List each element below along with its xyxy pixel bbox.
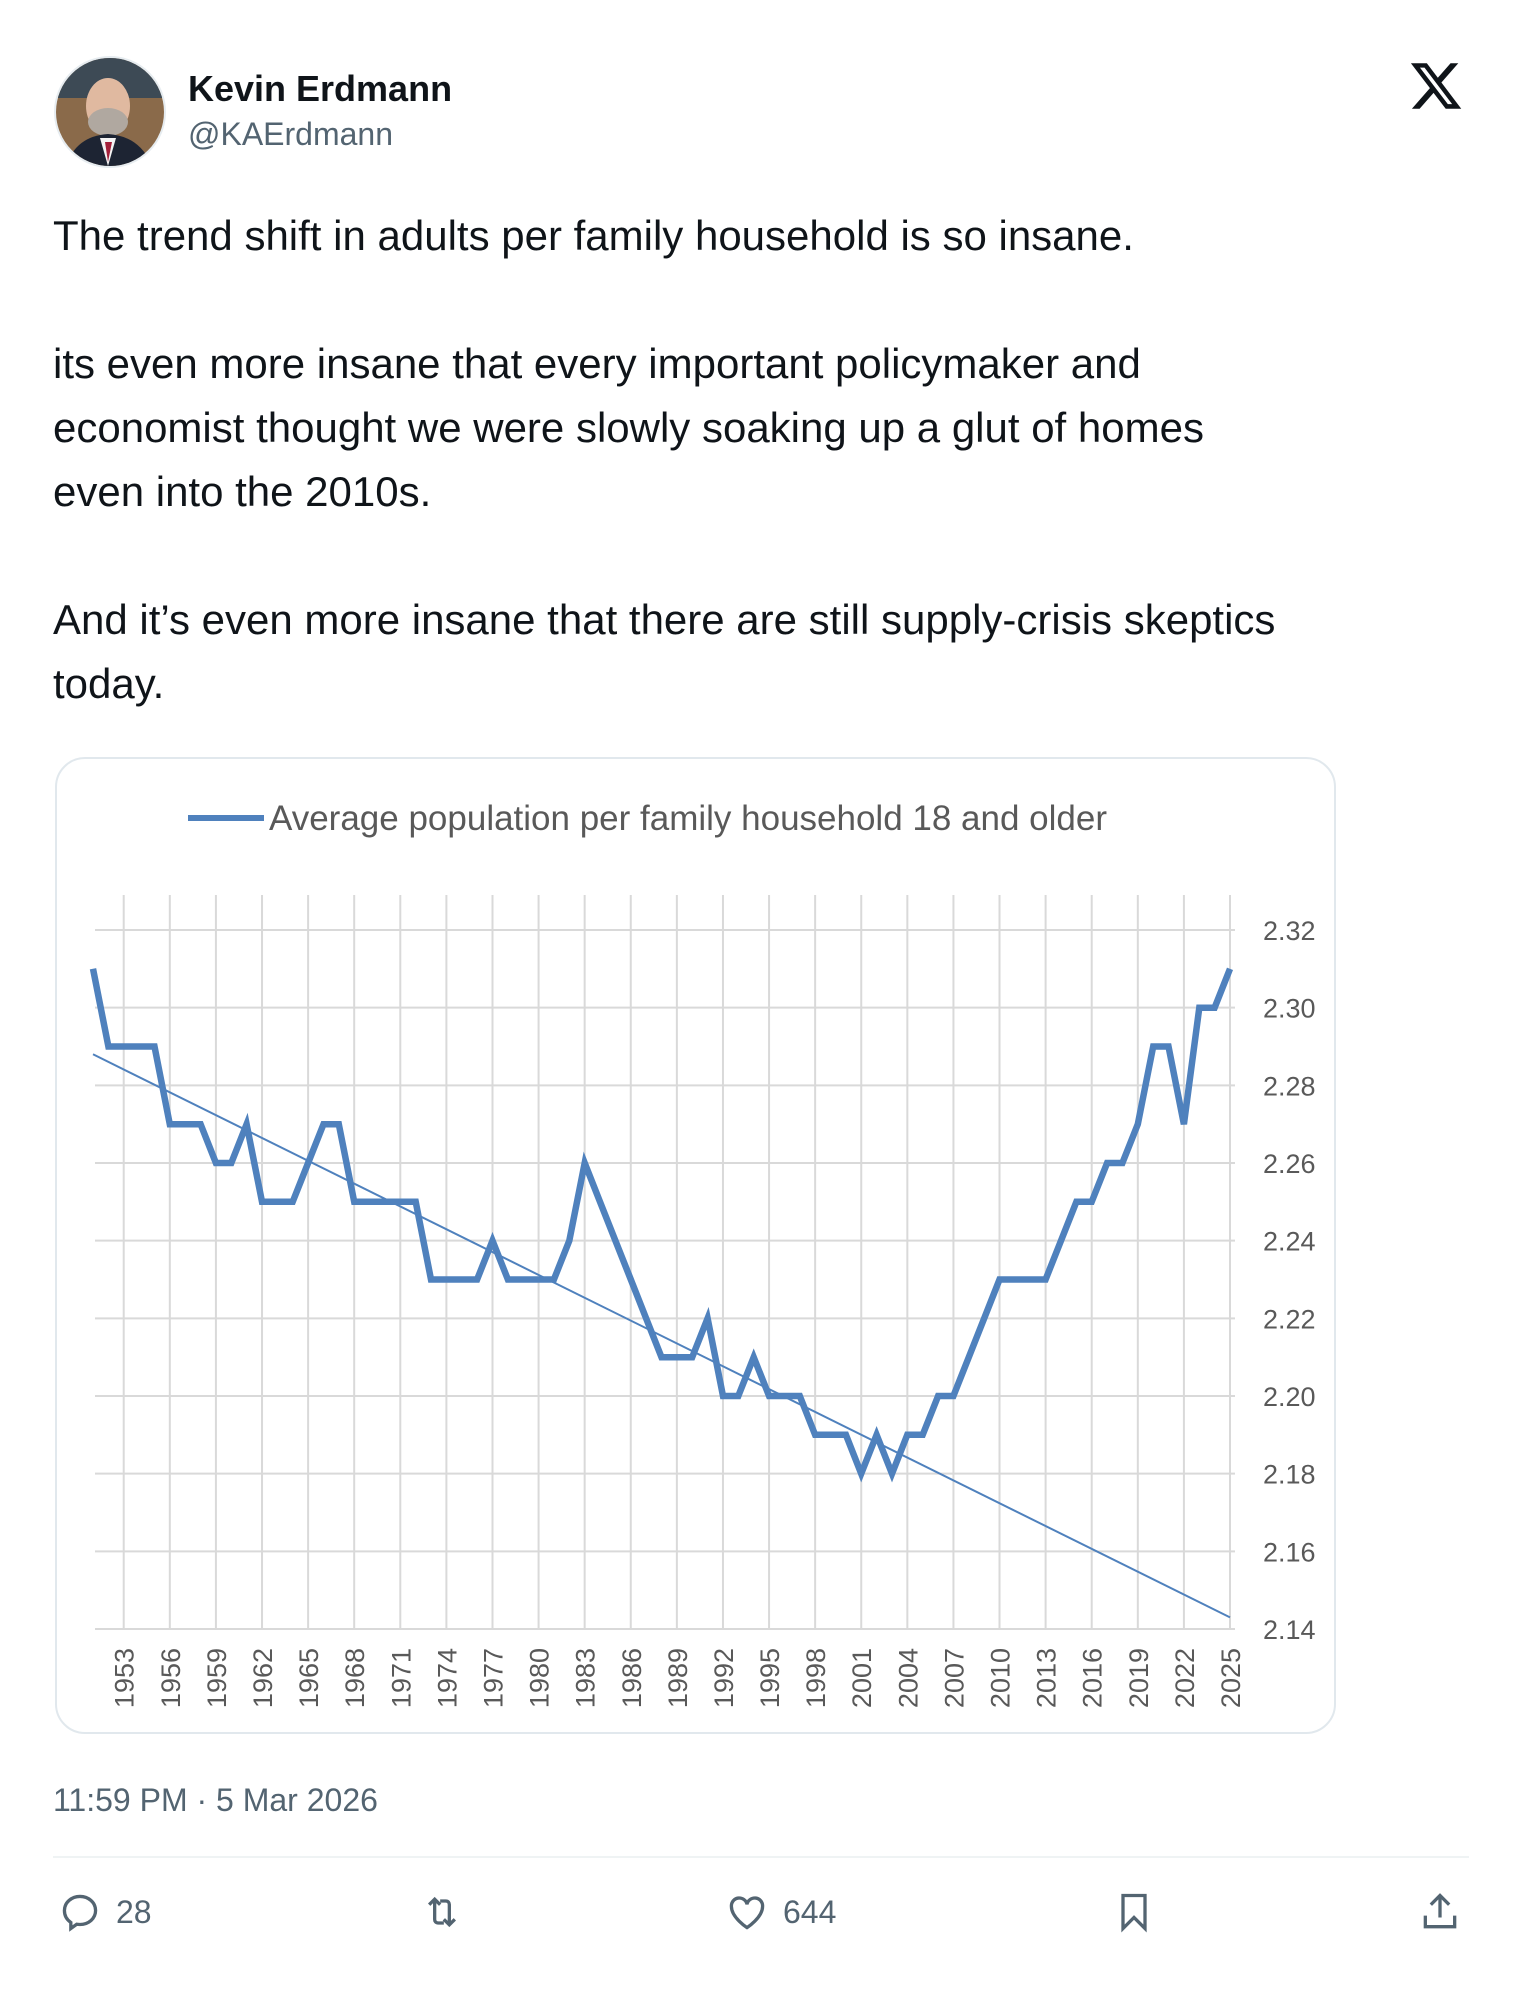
tweet-paragraph: And it’s even more insane that there are…: [53, 588, 1275, 716]
tweet-timestamp[interactable]: 11:59 PM · 5 Mar 2026: [53, 1782, 378, 1818]
x-tick-label: 1974: [432, 1648, 462, 1708]
y-tick-label: 2.26: [1263, 1149, 1316, 1179]
chart-image[interactable]: Average population per family household …: [55, 757, 1336, 1734]
x-tick-label: 1971: [386, 1648, 416, 1708]
x-tick-label: 1983: [571, 1648, 601, 1708]
x-tick-label: 2019: [1124, 1648, 1154, 1708]
y-tick-label: 2.30: [1263, 994, 1316, 1024]
tweet-text: The trend shift in adults per family hou…: [53, 204, 1275, 780]
x-tick-label: 2022: [1170, 1648, 1200, 1708]
x-tick-label: 1977: [478, 1648, 508, 1708]
tweet-line: today.: [53, 660, 165, 707]
divider: [53, 1856, 1469, 1858]
tweet-line: And it’s even more insane that there are…: [53, 596, 1276, 643]
avatar-photo: [56, 58, 164, 166]
repost-button[interactable]: [420, 1890, 464, 1934]
share-icon: [1423, 1893, 1457, 1929]
x-tick-label: 2001: [847, 1648, 877, 1708]
y-tick-label: 2.22: [1263, 1304, 1316, 1334]
x-tick-label: 2025: [1216, 1648, 1246, 1708]
x-tick-label: 1959: [202, 1648, 232, 1708]
x-tick-label: 1962: [248, 1648, 278, 1708]
repost-icon: [427, 1896, 457, 1928]
tweet-paragraph: The trend shift in adults per family hou…: [53, 204, 1275, 268]
reply-count: 28: [116, 1893, 152, 1930]
reply-icon: [62, 1894, 98, 1932]
x-tick-label: 2013: [1032, 1648, 1062, 1708]
y-tick-label: 2.24: [1263, 1227, 1316, 1257]
y-tick-label: 2.28: [1263, 1071, 1316, 1101]
x-tick-label: 2004: [893, 1648, 923, 1708]
y-tick-label: 2.32: [1263, 916, 1316, 946]
line-chart: Average population per family household …: [89, 799, 1316, 1708]
bookmark-icon: [1121, 1893, 1147, 1933]
x-tick-label: 1986: [617, 1648, 647, 1708]
x-tick-label: 2010: [986, 1648, 1016, 1708]
like-count: 644: [783, 1893, 837, 1930]
y-tick-label: 2.14: [1263, 1615, 1316, 1645]
tweet-line: its even more insane that every importan…: [53, 340, 1141, 387]
legend-label: Average population per family household …: [269, 799, 1107, 838]
reply-button[interactable]: 28: [58, 1890, 152, 1934]
x-tick-label: 1992: [709, 1648, 739, 1708]
x-tick-label: 1953: [110, 1648, 140, 1708]
x-tick-label: 1956: [156, 1648, 186, 1708]
author-name[interactable]: Kevin Erdmann: [188, 68, 453, 109]
x-tick-label: 2007: [939, 1648, 969, 1708]
x-tick-label: 1968: [340, 1648, 370, 1708]
tweet-line: economist thought we were slowly soaking…: [53, 404, 1204, 451]
like-button[interactable]: 644: [725, 1890, 836, 1934]
tweet-line: even into the 2010s.: [53, 468, 432, 515]
x-tick-label: 1980: [525, 1648, 555, 1708]
x-tick-label: 1995: [755, 1648, 785, 1708]
trendline: [92, 1053, 1231, 1619]
x-tick-label: 2016: [1078, 1648, 1108, 1708]
x-tick-label: 1989: [663, 1648, 693, 1708]
tweet-paragraph: its even more insane that every importan…: [53, 332, 1275, 524]
y-tick-label: 2.20: [1263, 1382, 1316, 1412]
series-line: [89, 967, 1234, 1483]
avatar[interactable]: [54, 56, 166, 168]
tweet-line: The trend shift in adults per family hou…: [53, 212, 1134, 259]
x-tick-label: 1998: [801, 1648, 831, 1708]
share-button[interactable]: [1418, 1890, 1462, 1934]
x-tick-label: 1965: [294, 1648, 324, 1708]
author-handle[interactable]: @KAErdmann: [188, 116, 394, 152]
bookmark-button[interactable]: [1112, 1890, 1156, 1934]
y-tick-label: 2.16: [1263, 1537, 1316, 1567]
heart-icon: [729, 1896, 765, 1930]
x-logo-icon[interactable]: [1408, 58, 1464, 114]
y-tick-label: 2.18: [1263, 1460, 1316, 1490]
